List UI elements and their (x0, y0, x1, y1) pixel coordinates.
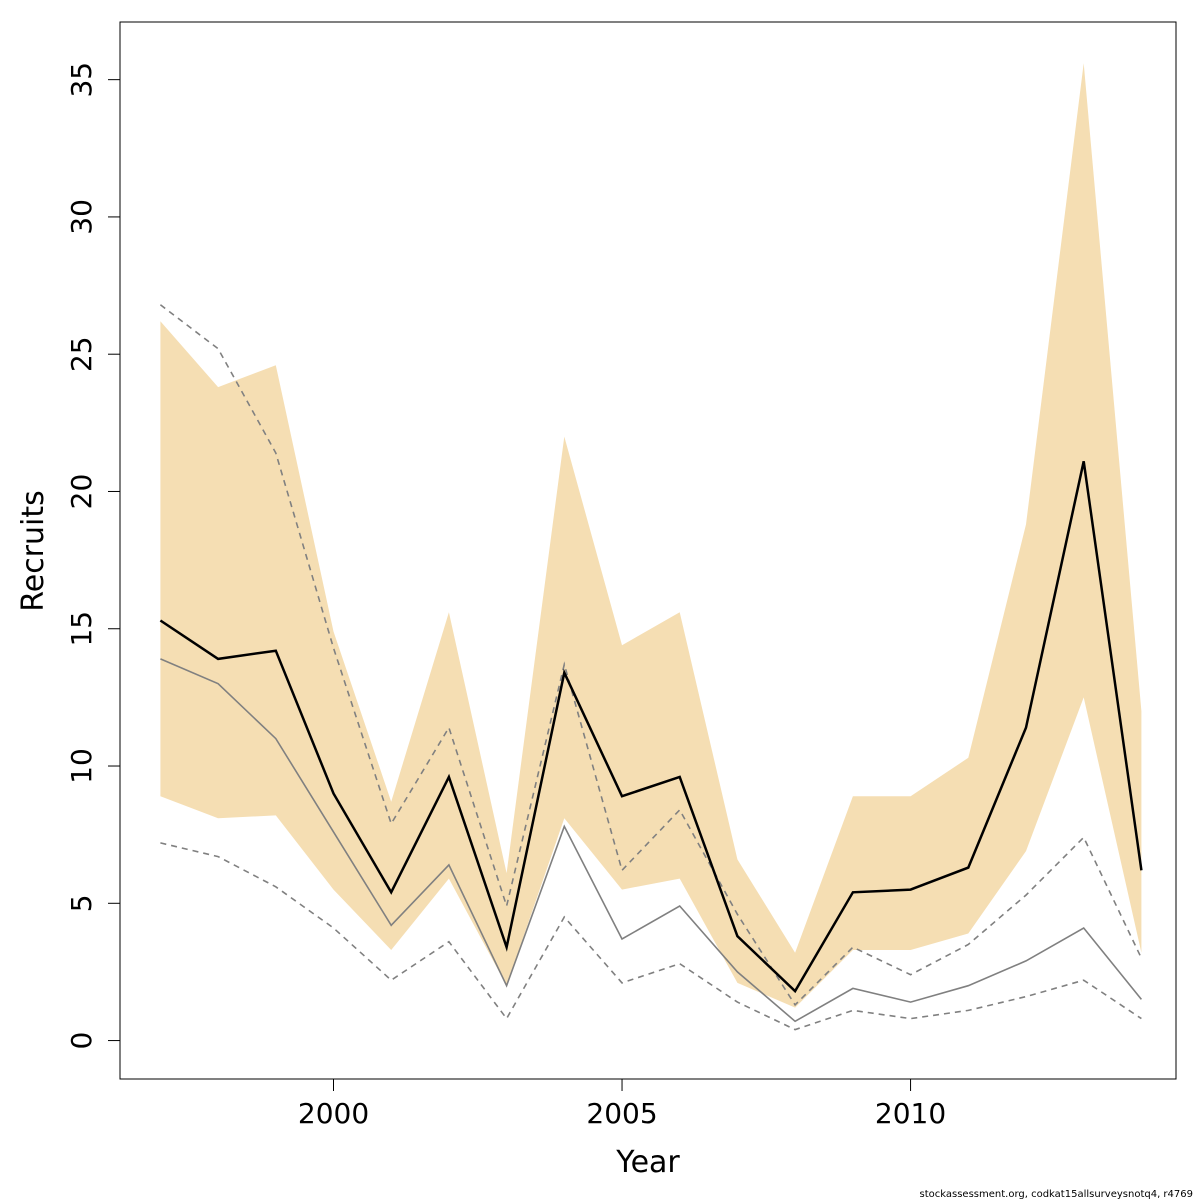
y-tick-label: 20 (65, 474, 98, 510)
series-line-1 (159, 461, 1143, 994)
confidence-band-layer (160, 63, 1142, 1008)
x-axis-title: Year (615, 1145, 680, 1180)
y-tick-label: 30 (65, 199, 98, 235)
credit-text: stockassessment.org, codkat15allsurveysn… (920, 1189, 1193, 1200)
series-line-3 (159, 304, 1143, 1007)
y-tick-label: 10 (65, 748, 98, 784)
y-tick-label: 15 (65, 611, 98, 647)
series-line-4 (160, 842, 1142, 1031)
y-tick-label: 25 (65, 336, 98, 372)
y-tick-label: 35 (65, 62, 98, 98)
series-line-2 (160, 658, 1143, 1023)
y-axis: 0 5 10 15 20 25 30 35 (65, 62, 121, 1050)
y-tick-label: 5 (65, 894, 98, 912)
x-tick-label: 2000 (298, 1097, 369, 1130)
x-tick-label: 2010 (875, 1097, 946, 1130)
x-tick-label: 2005 (586, 1097, 657, 1130)
confidence-band (160, 63, 1142, 1008)
y-tick-label: 0 (65, 1032, 98, 1050)
x-axis: 2000 2005 2010 (298, 1078, 946, 1130)
series-layer (159, 304, 1143, 1031)
y-axis-title: Recruits (16, 490, 51, 612)
